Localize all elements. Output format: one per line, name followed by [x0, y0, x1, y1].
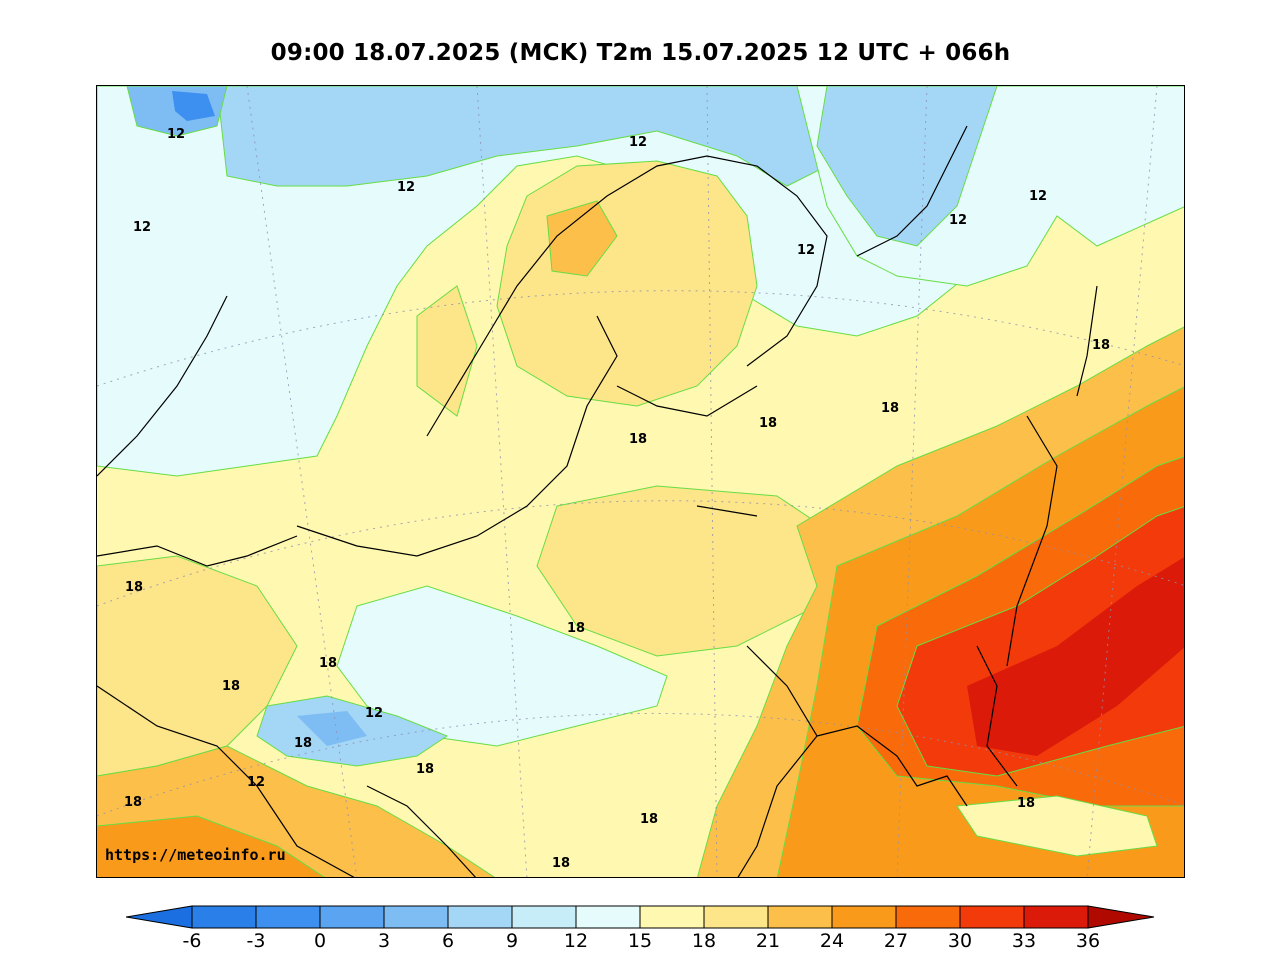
colorbar-tick-label: 0	[313, 930, 327, 952]
source-watermark: https://meteoinfo.ru	[105, 846, 286, 864]
svg-text:12: 12	[247, 775, 265, 790]
svg-text:18: 18	[552, 856, 570, 871]
central-cool-belt	[336, 585, 668, 747]
svg-text:18: 18	[1017, 796, 1035, 811]
svg-text:12: 12	[365, 706, 383, 721]
colorbar-tick-label: 27	[883, 930, 909, 952]
svg-text:18: 18	[567, 621, 585, 636]
colorbar-max-arrow	[1087, 905, 1155, 929]
colorbar-tick-label: 33	[1011, 930, 1037, 952]
colorbar-tick-label: 18	[691, 930, 717, 952]
svg-text:18: 18	[222, 679, 240, 694]
svg-text:12: 12	[629, 135, 647, 150]
hottest-zone	[967, 557, 1184, 756]
colorbar-cell	[895, 905, 961, 929]
svg-text:12: 12	[797, 243, 815, 258]
colorbar-tick-label: 12	[563, 930, 589, 952]
svg-text:12: 12	[949, 213, 967, 228]
svg-text:18: 18	[881, 401, 899, 416]
colorbar-tick-label: 24	[819, 930, 845, 952]
colorbar-cell	[191, 905, 257, 929]
colorbar-tick-label: 36	[1075, 930, 1101, 952]
temperature-colorbar	[126, 905, 1155, 929]
colorbar-cell	[575, 905, 641, 929]
colorbar-tick-label: 9	[505, 930, 519, 952]
svg-text:12: 12	[397, 180, 415, 195]
svg-text:18: 18	[319, 656, 337, 671]
colorbar-tick-label: 6	[441, 930, 455, 952]
colorbar-cell	[319, 905, 385, 929]
colorbar-cell	[1023, 905, 1089, 929]
colorbar-cell	[383, 905, 449, 929]
colorbar-tick-label: -6	[182, 930, 202, 952]
colorbar-cell	[703, 905, 769, 929]
svg-text:18: 18	[629, 432, 647, 447]
svg-text:18: 18	[759, 416, 777, 431]
graticule	[97, 86, 1184, 877]
colorbar-cell	[447, 905, 513, 929]
colorbar-cell	[767, 905, 833, 929]
central-warm-zone	[536, 485, 838, 657]
coldest-spot	[172, 91, 215, 121]
isotherm-12-label: 12	[167, 127, 185, 142]
svg-text:18: 18	[124, 795, 142, 810]
colorbar-tick-label: 21	[755, 930, 781, 952]
isotherm-18-label: 18	[1092, 338, 1110, 353]
svg-text:18: 18	[416, 762, 434, 777]
svg-text:12: 12	[1029, 189, 1047, 204]
map-canvas: 12 12 12 12 12 12 12 12 12 18 18 18 18 1…	[97, 86, 1184, 877]
svg-text:12: 12	[133, 220, 151, 235]
colorbar-tick-label: 3	[377, 930, 391, 952]
colorbar-tick-label: -3	[246, 930, 266, 952]
coastlines	[97, 125, 1098, 877]
temperature-map[interactable]: 12 12 12 12 12 12 12 12 12 18 18 18 18 1…	[96, 85, 1185, 878]
colorbar-cell	[831, 905, 897, 929]
colorbar-cell	[959, 905, 1025, 929]
contour-labels: 12 12 12 12 12 12 12 12 12 18 18 18 18 1…	[124, 127, 1110, 871]
colorbar-min-arrow	[126, 905, 193, 929]
colorbar-cell	[255, 905, 321, 929]
map-title: 09:00 18.07.2025 (MCK) T2m 15.07.2025 12…	[270, 40, 1011, 66]
colorbar-cell	[639, 905, 705, 929]
colorbar-tick-label: 15	[627, 930, 653, 952]
colorbar-cell	[511, 905, 577, 929]
svg-text:18: 18	[640, 812, 658, 827]
colorbar-tick-label: 30	[947, 930, 973, 952]
svg-text:18: 18	[294, 736, 312, 751]
svg-text:18: 18	[125, 580, 143, 595]
